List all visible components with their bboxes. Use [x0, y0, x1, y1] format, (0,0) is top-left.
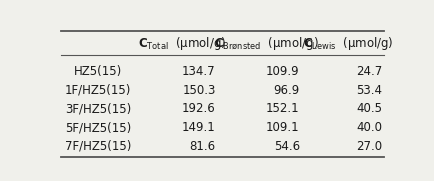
Text: 40.5: 40.5	[356, 102, 382, 115]
Text: $\mathbf{C}_{\mathregular{Total}}$  (μmol/g): $\mathbf{C}_{\mathregular{Total}}$ (μmol…	[138, 35, 226, 52]
Text: HZ5(15): HZ5(15)	[74, 65, 122, 78]
Text: 3F/HZ5(15): 3F/HZ5(15)	[65, 102, 131, 115]
Text: 7F/HZ5(15): 7F/HZ5(15)	[65, 140, 131, 153]
Text: 5F/HZ5(15): 5F/HZ5(15)	[65, 121, 131, 134]
Text: 134.7: 134.7	[182, 65, 216, 78]
Text: 150.3: 150.3	[182, 83, 216, 96]
Text: 192.6: 192.6	[182, 102, 216, 115]
Text: 109.1: 109.1	[266, 121, 300, 134]
Text: 149.1: 149.1	[182, 121, 216, 134]
Text: 1F/HZ5(15): 1F/HZ5(15)	[65, 83, 131, 96]
Text: 81.6: 81.6	[190, 140, 216, 153]
Text: 53.4: 53.4	[356, 83, 382, 96]
Text: $\mathbf{C}_{\mathregular{Brønsted}}$  (μmol/g): $\mathbf{C}_{\mathregular{Brønsted}}$ (μ…	[214, 35, 319, 52]
Text: 96.9: 96.9	[273, 83, 300, 96]
Text: 27.0: 27.0	[356, 140, 382, 153]
Text: 40.0: 40.0	[356, 121, 382, 134]
Text: 109.9: 109.9	[266, 65, 300, 78]
Text: 54.6: 54.6	[274, 140, 300, 153]
Text: 24.7: 24.7	[356, 65, 382, 78]
Text: $\mathbf{C}_{\mathregular{Lewis}}$  (μmol/g): $\mathbf{C}_{\mathregular{Lewis}}$ (μmol…	[303, 35, 394, 52]
Text: 152.1: 152.1	[266, 102, 300, 115]
